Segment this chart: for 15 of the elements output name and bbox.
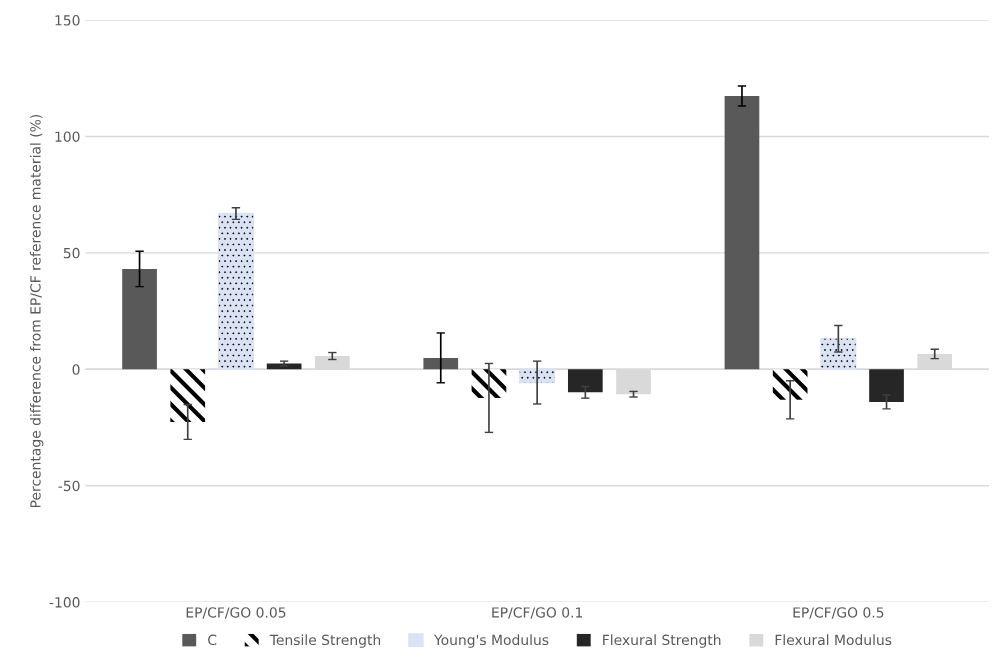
- y-tick-label: -100: [49, 597, 80, 608]
- legend-label: Tensile Strength: [269, 634, 381, 648]
- y-tick-label: 0: [72, 364, 80, 375]
- y-tick-label: 50: [63, 247, 80, 259]
- x-tick-label: EP/CF/GO 0.5: [793, 607, 884, 619]
- y-axis-title: Percentage difference from EP/CF reference material (%): [29, 114, 44, 508]
- legend-label: Flexural Modulus: [775, 634, 892, 646]
- legend-label: Flexural Strength: [603, 634, 721, 648]
- x-tick-label: EP/CF/GO 0.05: [186, 607, 286, 619]
- y-tick-label: 150: [55, 15, 80, 26]
- legend-label: Young's Modulus: [433, 634, 549, 648]
- y-tick-label: -50: [58, 480, 80, 492]
- y-tick-label: 100: [55, 131, 80, 142]
- legend-label: C: [208, 634, 217, 646]
- x-tick-label: EP/CF/GO 0.1: [492, 607, 583, 619]
